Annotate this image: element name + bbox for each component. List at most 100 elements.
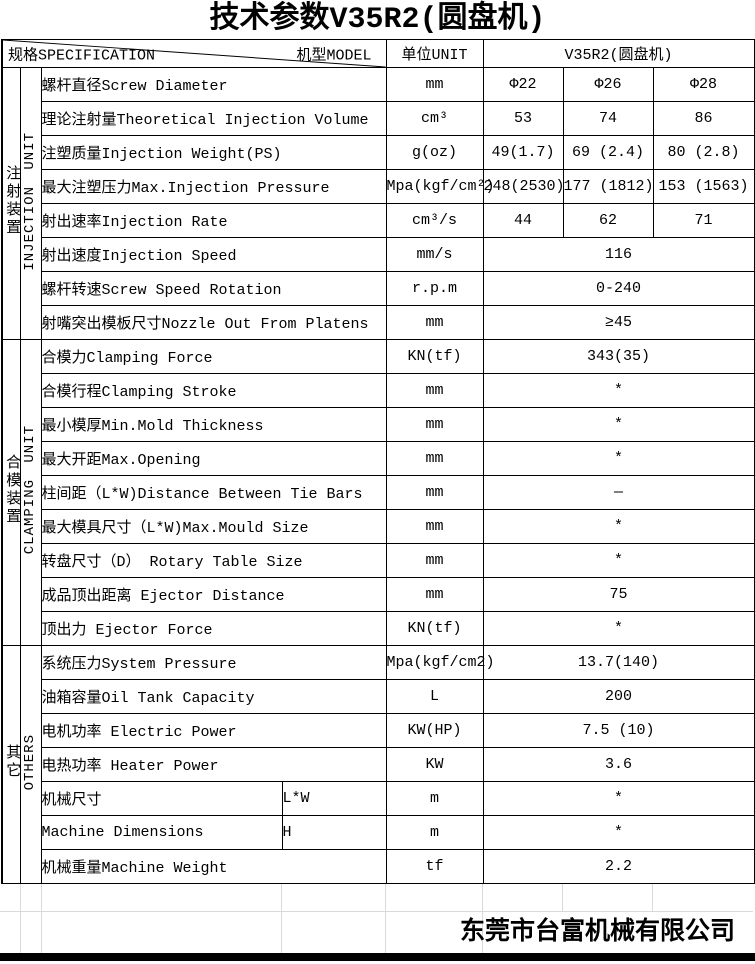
table-row: 最大模具尺寸（L*W)Max.Mould Size mm * xyxy=(2,509,755,544)
gridline xyxy=(652,884,653,911)
param-subname: L*W xyxy=(281,781,387,816)
param-value: 49(1.7) xyxy=(482,135,564,170)
param-value: 153 (1563) xyxy=(652,169,755,204)
gridline xyxy=(385,911,386,953)
param-value: Φ26 xyxy=(562,67,654,102)
param-name: 合模行程Clamping Stroke xyxy=(40,373,387,408)
table-row: Machine Dimensions H m * xyxy=(2,815,755,850)
param-unit: mm xyxy=(385,407,484,442)
table-row: 顶出力 Ejector Force KN(tf) * xyxy=(2,611,755,646)
param-value: 86 xyxy=(652,101,755,136)
table-row: 注射装置 INJECTION UNIT 螺杆直径Screw Diameter m… xyxy=(1,67,755,340)
param-value: * xyxy=(482,543,755,578)
param-unit: mm xyxy=(385,543,484,578)
param-unit: mm xyxy=(385,305,484,340)
param-value: 62 xyxy=(562,203,654,238)
section-others-en: OTHERS xyxy=(19,645,42,884)
param-unit: mm/s xyxy=(385,237,484,272)
param-value: 248(2530) xyxy=(482,169,565,204)
header-spec-label: 规格SPECIFICATION xyxy=(8,47,156,64)
param-name: 螺杆直径Screw Diameter xyxy=(40,67,387,102)
param-value: 2.2 xyxy=(482,849,755,884)
param-subname: H xyxy=(281,815,387,850)
header-spec-model-cell: 规格SPECIFICATION 机型MODEL xyxy=(1,39,387,68)
header-model-label: 机型MODEL xyxy=(296,47,372,64)
param-unit: KW(HP) xyxy=(385,713,484,748)
param-unit: cm³ xyxy=(385,101,484,136)
param-unit: Mpa(kgf/cm²) xyxy=(385,169,495,204)
header-machine-label: V35R2(圆盘机) xyxy=(482,39,755,68)
param-name: 电机功率 Electric Power xyxy=(40,713,387,748)
param-name: 注塑质量Injection Weight(PS) xyxy=(40,135,387,170)
bottom-border-bar xyxy=(0,953,755,961)
param-unit: mm xyxy=(385,67,484,102)
param-value: — xyxy=(482,475,755,510)
section-injection-cn: 注射装置 xyxy=(1,67,21,340)
param-value: 343(35) xyxy=(482,339,755,374)
spec-table: 规格SPECIFICATION 机型MODEL 单位UNIT V35R2(圆盘机… xyxy=(1,39,755,884)
param-name: 合模力Clamping Force xyxy=(40,339,387,374)
param-value: 7.5 (10) xyxy=(482,713,755,748)
table-row: 射出速率Injection Rate cm³/s 44 62 71 xyxy=(2,203,755,238)
table-row: 电热功率 Heater Power KW 3.6 xyxy=(2,747,755,782)
param-name: 最大开距Max.Opening xyxy=(40,441,387,476)
param-value: 80 (2.8) xyxy=(652,135,755,170)
param-name: 机械尺寸 xyxy=(40,781,283,816)
table-row: 合模装置 CLAMPING UNIT 合模力Clamping Force KN(… xyxy=(1,339,755,646)
param-value: 75 xyxy=(482,577,755,612)
gridline xyxy=(281,911,282,953)
table-row: 机械尺寸 L*W m * xyxy=(2,781,755,816)
section-others-cn: 其它 xyxy=(1,645,21,884)
param-value: * xyxy=(482,509,755,544)
param-value: 69 (2.4) xyxy=(562,135,654,170)
param-value: * xyxy=(482,815,755,850)
param-unit: m xyxy=(385,815,484,850)
table-row: 螺杆转速Screw Speed Rotation r.p.m 0-240 xyxy=(2,271,755,306)
param-value: 44 xyxy=(482,203,564,238)
param-value: 13.7(140) xyxy=(482,645,755,680)
param-unit: mm xyxy=(385,509,484,544)
gridline xyxy=(482,911,483,953)
page-title: 技术参数V35R2(圆盘机) xyxy=(209,3,546,37)
section-clamping-cn: 合模装置 xyxy=(1,339,21,646)
header-row: 规格SPECIFICATION 机型MODEL 单位UNIT V35R2(圆盘机… xyxy=(1,39,755,68)
param-name: 机械重量Machine Weight xyxy=(40,849,387,884)
param-name: 最大模具尺寸（L*W)Max.Mould Size xyxy=(40,509,387,544)
param-unit: Mpa(kgf/cm2) xyxy=(385,645,495,680)
table-row: 最大开距Max.Opening mm * xyxy=(2,441,755,476)
param-unit: m xyxy=(385,781,484,816)
param-value: 53 xyxy=(482,101,564,136)
param-value: 3.6 xyxy=(482,747,755,782)
section-clamping-en-label: CLAMPING UNIT xyxy=(22,425,38,555)
table-row: 成品顶出距离 Ejector Distance mm 75 xyxy=(2,577,755,612)
param-unit: mm xyxy=(385,373,484,408)
param-value: * xyxy=(482,407,755,442)
param-name: 电热功率 Heater Power xyxy=(40,747,387,782)
gridline xyxy=(20,911,21,953)
section-injection-cn-label: 注射装置 xyxy=(3,165,21,237)
param-value: 177 (1812) xyxy=(562,169,654,204)
gridline xyxy=(20,884,21,911)
param-value: 116 xyxy=(482,237,755,272)
gridline xyxy=(0,911,753,912)
param-name: 成品顶出距离 Ejector Distance xyxy=(40,577,387,612)
header-unit-label: 单位UNIT xyxy=(385,39,484,68)
param-value: 0-240 xyxy=(482,271,755,306)
gridline xyxy=(482,884,483,911)
param-name: 最小模厚Min.Mold Thickness xyxy=(40,407,387,442)
param-unit: r.p.m xyxy=(385,271,484,306)
section-injection-en: INJECTION UNIT xyxy=(19,67,42,340)
param-unit: KN(tf) xyxy=(385,611,484,646)
table-row: 机械重量Machine Weight tf 2.2 xyxy=(2,849,755,884)
param-unit: mm xyxy=(385,577,484,612)
table-row: 最大注塑压力Max.Injection Pressure Mpa(kgf/cm²… xyxy=(2,169,755,204)
gridline xyxy=(385,884,386,911)
section-injection-en-label: INJECTION UNIT xyxy=(22,131,38,271)
param-value: 200 xyxy=(482,679,755,714)
param-value: * xyxy=(482,441,755,476)
table-row: 其它 OTHERS 系统压力System Pressure Mpa(kgf/cm… xyxy=(1,645,755,884)
param-value: * xyxy=(482,373,755,408)
param-unit: KW xyxy=(385,747,484,782)
gridline xyxy=(281,884,282,911)
